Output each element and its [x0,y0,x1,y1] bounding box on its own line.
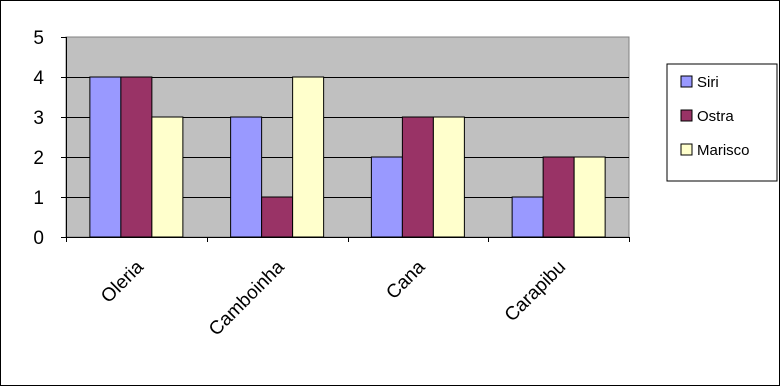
legend-swatch-siri [680,75,693,88]
bar-ostra-oleria [120,76,153,238]
y-tick-label: 4 [33,68,44,89]
bar-marisco-camboinha [292,76,325,238]
y-tick-label: 0 [33,228,44,249]
bar-siri-camboinha [230,116,263,238]
y-tick-labels: 0 1 2 3 4 5 [33,28,44,249]
bar-siri-carapibu [511,196,544,238]
y-tick-label: 5 [33,28,44,49]
legend-swatch-marisco [680,143,693,156]
y-tick-label: 2 [33,148,44,169]
bar-marisco-carapibu [573,156,606,238]
bar-marisco-oleria [151,116,184,238]
bars [89,76,606,238]
legend-label-siri: Siri [697,74,719,91]
legend-label-marisco: Marisco [697,142,750,159]
bar-ostra-carapibu [542,156,575,238]
bar-ostra-cana [401,116,434,238]
bar-siri-cana [370,156,403,238]
axes [61,37,630,242]
y-tick-label: 1 [33,188,44,209]
bar-siri-oleria [89,76,122,238]
legend-label-ostra: Ostra [697,108,734,125]
bar-ostra-camboinha [261,196,294,238]
legend-swatch-ostra [680,109,693,122]
legend: Siri Ostra Marisco [666,63,778,182]
bar-marisco-cana [432,116,465,238]
y-tick-label: 3 [33,108,44,129]
